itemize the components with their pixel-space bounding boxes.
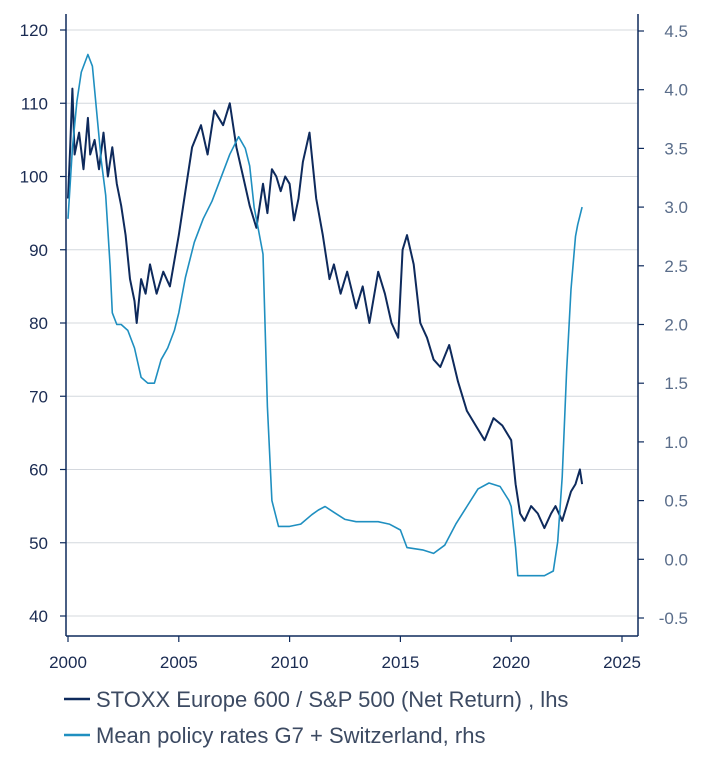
legend-label: STOXX Europe 600 / S&P 500 (Net Return) … xyxy=(96,687,568,712)
y-left-tick-label: 40 xyxy=(29,607,48,626)
y-right-tick-label: 1.5 xyxy=(664,374,688,393)
y-right-tick-label: 1.0 xyxy=(664,433,688,452)
y-right-tick-label: 4.5 xyxy=(664,22,688,41)
y-left-tick-label: 120 xyxy=(20,21,48,40)
y-right-tick-label: 3.0 xyxy=(664,198,688,217)
y-left-tick-label: 110 xyxy=(21,94,48,113)
y-left-tick-label: 90 xyxy=(29,241,48,260)
legend-box xyxy=(55,678,643,770)
series-lines xyxy=(67,53,584,577)
series-line-policy-rates xyxy=(67,53,583,577)
axes xyxy=(60,14,644,642)
y-right-tick-label: 0.0 xyxy=(664,550,688,569)
y-left-tick-label: 50 xyxy=(29,534,48,553)
y-right-tick-label: 2.0 xyxy=(664,316,688,335)
y-right-tick-label: 2.5 xyxy=(664,257,688,276)
x-tick-label: 2005 xyxy=(160,653,198,672)
x-tick-label: 2020 xyxy=(492,653,530,672)
y-left-tick-label: 60 xyxy=(29,461,48,480)
legend: STOXX Europe 600 / S&P 500 (Net Return) … xyxy=(55,678,643,770)
y-right-tick-label: 3.5 xyxy=(664,139,688,158)
x-tick-label: 2015 xyxy=(381,653,419,672)
y-left-tick-label: 70 xyxy=(29,387,48,406)
y-right-tick-label: 4.0 xyxy=(664,81,688,100)
x-tick-label: 2000 xyxy=(49,653,87,672)
y-left-tick-label: 100 xyxy=(20,168,48,187)
x-tick-label: 2010 xyxy=(271,653,309,672)
series-line-stoxx-sp500 xyxy=(67,87,584,530)
y-right-tick-label: -0.5 xyxy=(659,609,688,628)
y-left-tick-label: 80 xyxy=(29,314,48,333)
legend-label: Mean policy rates G7 + Switzerland, rhs xyxy=(96,723,485,748)
y-right-tick-label: 0.5 xyxy=(664,492,688,511)
x-tick-label: 2025 xyxy=(603,653,641,672)
grid xyxy=(66,29,638,617)
tick-labels: 40 50 60 70 80 90 100 110 120 -0.5 0.0 0.5 1.0 1.5 2.0… xyxy=(20,21,688,672)
